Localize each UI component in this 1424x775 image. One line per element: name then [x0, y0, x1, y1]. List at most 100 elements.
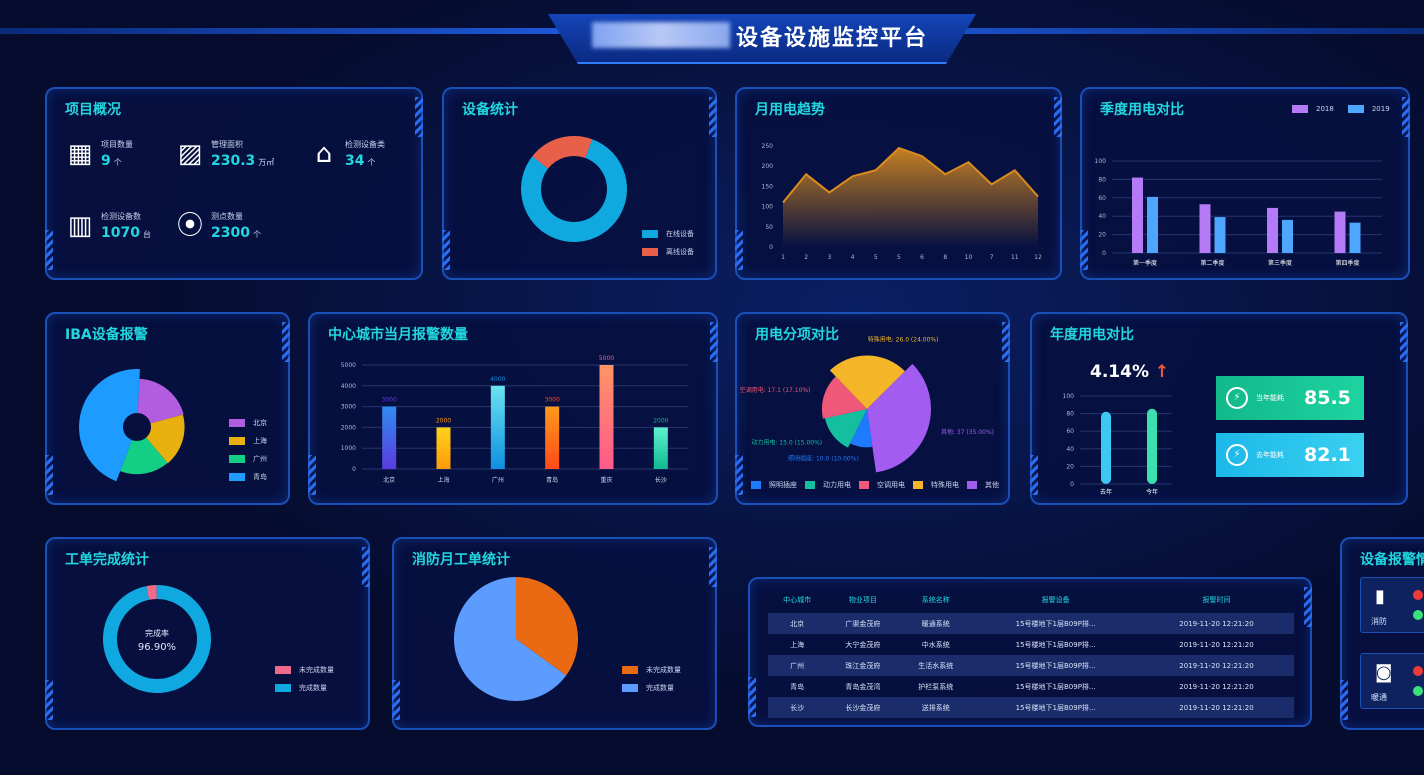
table-cell: 大宁金茂府: [845, 640, 881, 649]
legend: 照明插座 动力用电 空调用电 特殊用电 其他: [751, 480, 999, 498]
slice-label: 空调用电: 17.1 (17.10%): [740, 386, 811, 394]
table-cell: 2019-11-20 12:21:20: [1138, 613, 1294, 634]
table-cell: 北京: [768, 613, 827, 634]
legend-item: 2019: [1347, 105, 1390, 113]
point-icon: ⦿: [176, 211, 203, 241]
y-tick-label: 40: [1098, 213, 1106, 220]
data-label: 2000: [436, 417, 451, 424]
change-value: 4.14%: [1090, 362, 1149, 382]
table-cell: 广州: [768, 655, 827, 676]
x-tick-label: 8: [943, 254, 947, 261]
y-tick-label: 20: [1066, 463, 1074, 470]
bar-2018-第二季度: [1199, 204, 1211, 253]
device-hvac[interactable]: ◙ 暖通: [1360, 653, 1424, 709]
stat-unit: 个: [367, 158, 376, 167]
y-tick-label: 0: [352, 466, 356, 473]
y-tick-label: 100: [762, 204, 774, 211]
slice-北京: [137, 378, 184, 424]
data-label: 3000: [545, 397, 560, 404]
table-row[interactable]: 北京 广渠金茂府 暖通系统 15号楼地下1层B09P排... 2019-11-20 12…: [768, 613, 1294, 634]
stat-label: 检测设备数: [101, 212, 141, 221]
legend-item: 离线设备: [642, 247, 694, 257]
table-cell: 15号楼地下1层B09P排...: [972, 655, 1139, 676]
monthly-trend-panel: 月用电趋势 0 50 100 150 200 250 1 2 3 4 5 5 6 8 10 7 11 12: [735, 87, 1062, 280]
status-green-dot: [1413, 686, 1423, 696]
legend-item: 广州: [229, 454, 267, 464]
table-cell: 上海: [790, 640, 805, 649]
y-tick-label: 5000: [341, 362, 356, 369]
bar-今年: [1147, 408, 1157, 484]
power-split-rose-chart: 照明插座: 10.0 (10.00%) 动力用电: 15.0 (15.00%) 空调…: [740, 335, 994, 473]
x-tick-label: 长沙: [655, 476, 667, 484]
device-fire[interactable]: ▮ 消防: [1360, 577, 1424, 633]
hvac-icon: ◙: [1375, 662, 1393, 683]
bar-2019-第四季度: [1349, 222, 1361, 253]
stat-device-count: ▥ 检测设备数 1070 台: [65, 211, 151, 241]
table-cell: 长沙: [768, 697, 827, 718]
table-row[interactable]: 长沙 长沙金茂府 送排系统 15号楼地下1层B09P排... 2019-11-20 12…: [768, 697, 1294, 718]
slice-label: 动力用电: 15.0 (15.00%): [751, 438, 822, 446]
legend-item: 其他: [967, 480, 999, 490]
energy-icon: ⚡: [1226, 387, 1248, 409]
stat-value: 34: [345, 153, 365, 169]
panel-title: 项目概况: [65, 102, 121, 118]
power-split-panel: 用电分项对比 照明插座: 10.0 (10.00%) 动力用电: 15.0 (15…: [735, 312, 1010, 505]
slice-label: 其他: 37 (35.00%): [941, 428, 994, 436]
bar-广州: [490, 385, 505, 469]
x-tick-label: 第一季度: [1133, 259, 1157, 267]
area-line: [782, 146, 1039, 204]
table-cell: 长沙金茂府: [826, 697, 900, 718]
area-fill: [783, 148, 1038, 247]
city-bar-chart: 0 1000 2000 3000 4000 5000 3000 北京 2000 上海 4000 广州 3…: [341, 355, 688, 484]
bar-2019-第三季度: [1282, 219, 1293, 253]
fire-pie-chart: [453, 577, 578, 701]
table-cell: 珠江金茂府: [826, 655, 900, 676]
x-tick-label: 12: [1034, 254, 1042, 261]
table-row[interactable]: 广州 珠江金茂府 生活水系统 15号楼地下1层B09P排... 2019-11-20 1…: [768, 655, 1294, 676]
x-tick-label: 11: [1011, 254, 1019, 261]
bar-2019-第二季度: [1214, 217, 1226, 253]
quarter-compare-panel: 季度用电对比 2018 2019 0 20 40 60 80 100 第一季度 第二季度 第三季…: [1080, 87, 1410, 280]
table-cell: 2019-11-20 12:21:20: [1138, 697, 1294, 718]
y-tick-label: 80: [1066, 411, 1074, 418]
x-tick-label: 重庆: [600, 476, 612, 484]
slice-空调用电: [821, 376, 867, 419]
table-cell: 15号楼地下1层B09P排...: [1015, 640, 1096, 649]
x-tick-label: 第二季度: [1200, 259, 1224, 267]
slice-完成数量: [453, 577, 567, 701]
stat-value: 230.3: [211, 153, 256, 169]
bar-北京: [382, 406, 397, 469]
fire-workorder-panel: 消防月工单统计 未完成数量 完成数量: [392, 537, 717, 730]
legend-item: 北京: [229, 418, 267, 428]
x-tick-label: 上海: [437, 476, 449, 484]
slice-上海: [146, 414, 185, 464]
panel-title: 月用电趋势: [755, 102, 825, 118]
x-tick-label: 7: [990, 254, 994, 261]
stat-unit: 个: [113, 158, 122, 167]
table-cell: 暖通系统: [899, 613, 973, 634]
house-wrench-icon: ⌂: [315, 139, 333, 169]
stat-device-types: ⌂ 检测设备类 34 个: [309, 139, 385, 169]
y-tick-label: 40: [1066, 446, 1074, 453]
overview-panel: 项目概况 ▦ 项目数量 9 个 ▨ 管理面积 230.3 万㎡ ⌂ 检测设备类 34 个 ▥ 检测设…: [45, 87, 423, 280]
slice-未完成数量: [146, 585, 157, 600]
y-tick-label: 60: [1098, 195, 1106, 202]
header: 设备设施监控平台: [0, 0, 1424, 70]
yearly-change: 4.14% ↑: [1090, 362, 1169, 382]
y-tick-label: 200: [762, 163, 774, 170]
panel-title: 设备报警情: [1360, 552, 1424, 568]
table-cell: 广渠金茂府: [826, 613, 900, 634]
grid-icon: ▦: [67, 139, 93, 169]
table-row[interactable]: 上海 大宁金茂府 中水系统 15号楼地下1层B09P排... 2019-11-20 12…: [768, 634, 1294, 655]
legend: 在线设备 离线设备: [642, 229, 694, 265]
table-row[interactable]: 青岛 青岛金茂湾 护栏泵系统 15号楼地下1层B09P排... 2019-11-20 1…: [768, 676, 1294, 697]
alarm-table-panel: 中心城市 物业项目 系统名称 报警设备 报警时间 北京 广渠金茂府 暖通系统 15号楼地下1层…: [748, 577, 1312, 727]
donut-center: 完成率 96.90%: [117, 627, 197, 655]
workorder-donut-chart: [103, 585, 212, 693]
table-cell: 中水系统: [921, 640, 950, 649]
y-tick-label: 80: [1098, 176, 1106, 183]
stat-value: 9: [101, 153, 111, 169]
col-header: 系统名称: [921, 596, 950, 604]
device-label: 暖通: [1371, 693, 1387, 702]
table-header: 中心城市 物业项目 系统名称 报警设备 报警时间: [768, 587, 1294, 613]
